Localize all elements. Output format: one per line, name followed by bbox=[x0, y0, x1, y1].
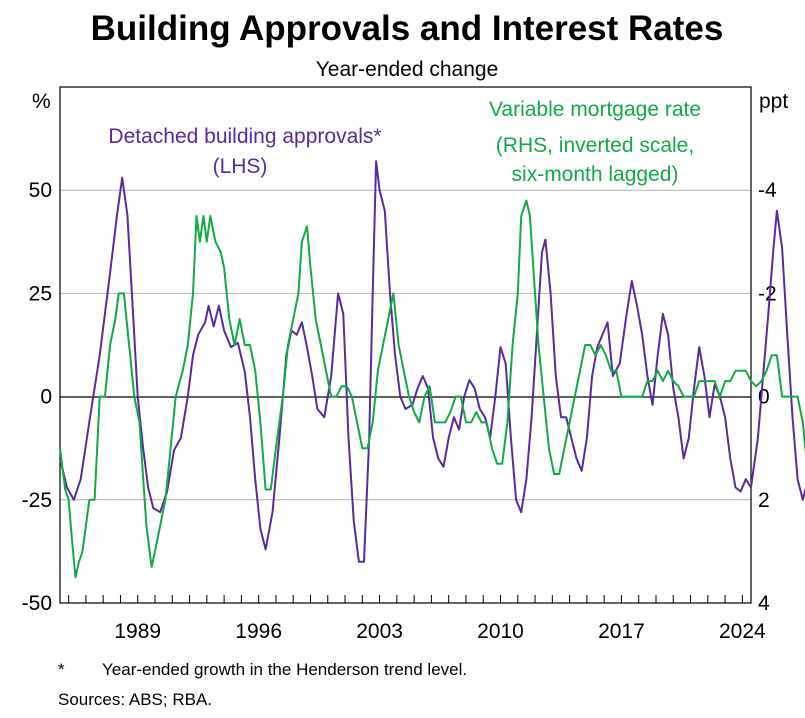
left-tick-label: 50 bbox=[29, 179, 52, 202]
right-tick-label: -4 bbox=[758, 179, 777, 202]
chart-subtitle: Year-ended change bbox=[316, 58, 499, 81]
series-label-variable-mortgage-rate: Variable mortgage rate bbox=[489, 98, 701, 121]
left-tick-label: -25 bbox=[22, 489, 52, 512]
series-sublabel-detached-building-approvals: (LHS) bbox=[213, 155, 268, 178]
left-axis: 50 25 0 -25 -50 bbox=[22, 179, 52, 615]
left-tick-label: -50 bbox=[22, 592, 52, 615]
right-tick-label: -2 bbox=[758, 282, 777, 305]
left-axis-unit: % bbox=[32, 90, 51, 113]
right-axis: -4 -2 0 2 4 bbox=[758, 179, 777, 615]
right-tick-label: 4 bbox=[758, 592, 770, 615]
series-line-detached-building-approvals bbox=[59, 160, 805, 563]
left-tick-label: 25 bbox=[29, 282, 52, 305]
sources-text: Sources: ABS; RBA. bbox=[58, 690, 213, 709]
footnote-marker: * bbox=[58, 660, 65, 679]
series-line-variable-mortgage-rate bbox=[59, 199, 805, 579]
x-tick-label: 2024 bbox=[719, 620, 766, 643]
right-tick-label: 0 bbox=[758, 386, 770, 409]
series-sublabel-variable-mortgage-rate: (RHS, inverted scale, six-month lagged) bbox=[496, 134, 694, 186]
x-tick-label: 2017 bbox=[598, 620, 645, 643]
right-tick-label: 2 bbox=[758, 489, 770, 512]
left-tick-label: 0 bbox=[40, 386, 52, 409]
series-label-detached-building-approvals: Detached building approvals* bbox=[108, 125, 381, 148]
right-axis-unit: ppt bbox=[759, 90, 788, 113]
sublabel-line: (RHS, inverted scale, bbox=[496, 134, 694, 157]
x-tick-label: 1989 bbox=[114, 620, 161, 643]
x-axis: 1989 1996 2003 2010 2017 2024 bbox=[68, 595, 766, 643]
x-tick-label: 2003 bbox=[356, 620, 403, 643]
x-tick-label: 1996 bbox=[235, 620, 282, 643]
plot-frame bbox=[59, 86, 752, 604]
chart-title: Building Approvals and Interest Rates bbox=[91, 9, 724, 48]
footnote-text: Year-ended growth in the Henderson trend… bbox=[102, 660, 468, 679]
sublabel-line: six-month lagged) bbox=[512, 163, 679, 186]
x-tick-label: 2010 bbox=[477, 620, 524, 643]
